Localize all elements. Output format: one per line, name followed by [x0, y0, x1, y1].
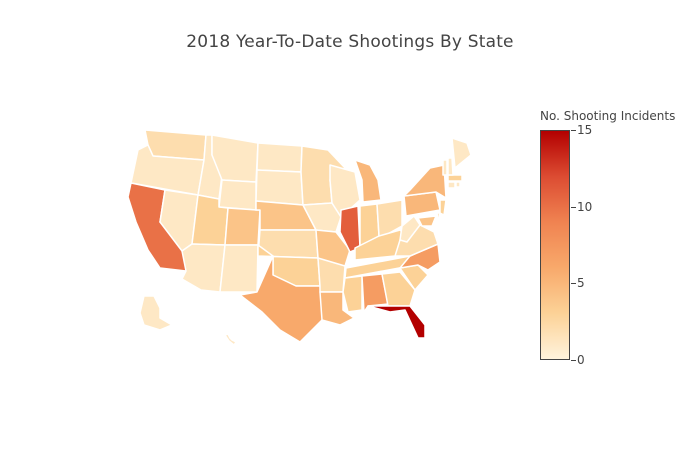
state-oh[interactable]	[376, 199, 403, 237]
colorbar-tick-mark	[571, 207, 576, 208]
state-az[interactable]	[181, 243, 226, 293]
colorbar-tick-label: 10	[577, 200, 593, 214]
colorbar	[540, 130, 570, 360]
colorbar-tick-mark	[571, 130, 576, 131]
state-wv[interactable]	[399, 215, 421, 243]
state-de[interactable]	[436, 212, 441, 223]
colorbar-title: No. Shooting Incidents	[540, 109, 676, 123]
state-ma[interactable]	[447, 174, 463, 182]
state-ia[interactable]	[302, 202, 342, 233]
state-ga[interactable]	[381, 271, 416, 307]
state-ny[interactable]	[403, 164, 447, 199]
state-me[interactable]	[451, 137, 472, 169]
state-nh[interactable]	[447, 157, 454, 176]
colorbar-tick-mark	[571, 283, 576, 284]
state-fl[interactable]	[367, 305, 426, 339]
chart-title: 2018 Year-To-Date Shootings By State	[186, 32, 514, 52]
colorbar-tick-label: 0	[577, 353, 585, 367]
state-ri[interactable]	[455, 181, 461, 188]
state-ak[interactable]	[139, 295, 173, 331]
colorbar-tick-mark	[571, 360, 576, 361]
state-nm[interactable]	[219, 244, 259, 293]
state-ct[interactable]	[447, 181, 456, 189]
state-mi[interactable]	[354, 159, 382, 203]
state-md[interactable]	[417, 215, 437, 227]
state-sd[interactable]	[255, 169, 304, 206]
state-wy[interactable]	[218, 179, 257, 211]
state-hi[interactable]	[224, 333, 237, 346]
state-al[interactable]	[361, 273, 389, 313]
state-nj[interactable]	[439, 199, 447, 216]
colorbar-tick-label: 5	[577, 276, 585, 290]
state-co[interactable]	[224, 207, 261, 246]
state-nd[interactable]	[256, 142, 303, 173]
state-vt[interactable]	[442, 159, 448, 176]
colorbar-tick-label: 15	[577, 123, 593, 137]
state-ms[interactable]	[342, 275, 363, 313]
